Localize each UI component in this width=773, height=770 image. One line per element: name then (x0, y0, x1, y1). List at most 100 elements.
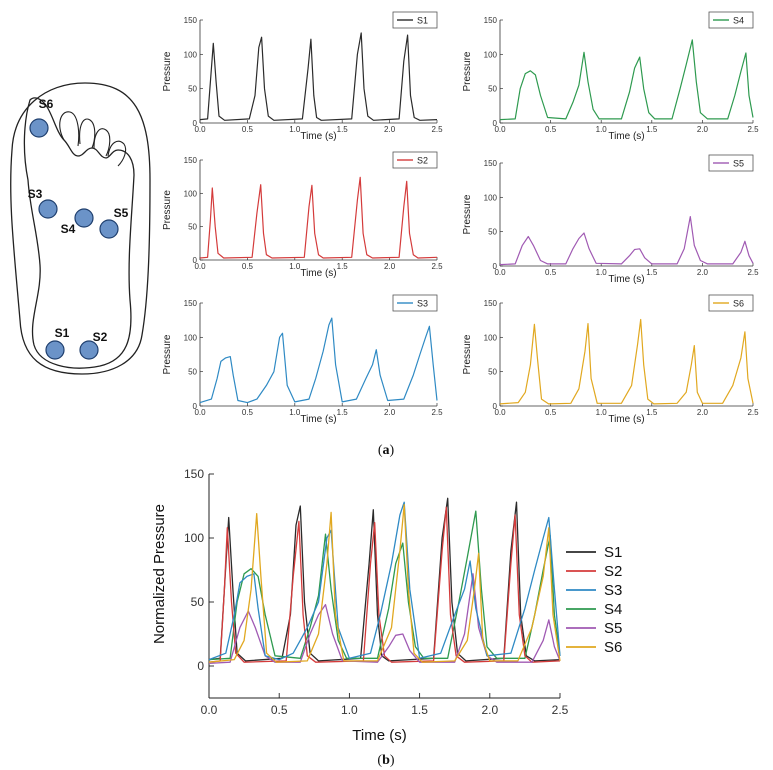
legend-box (708, 294, 754, 312)
panel-s4: 0 50 100 150 0.0 0.5 1.0 1.5 2.0 2.5 Time (s) Press… (462, 11, 759, 142)
toe-outline (79, 118, 96, 149)
y-tick-label: 50 (188, 223, 197, 232)
legend-label-s3: S3 (604, 582, 622, 599)
y-tick-label: 100 (484, 50, 498, 59)
y-tick-label: 50 (188, 368, 197, 377)
sensor-s4-label: S4 (61, 222, 76, 236)
x-tick-label: 2.0 (697, 125, 709, 134)
foot-inner-outline (23, 97, 135, 369)
x-tick-label: 1.0 (596, 268, 608, 277)
y-tick-label: 100 (484, 333, 498, 342)
x-tick-label: 2.5 (747, 125, 759, 134)
panel-s2: 0 50 100 150 0.0 0.5 1.0 1.5 2.0 2.5 Time (s) Press… (162, 151, 443, 279)
panel-s6: 0 50 100 150 0.0 0.5 1.0 1.5 2.0 2.5 Time (s) Press… (462, 294, 759, 425)
sensor-s4-marker (74, 208, 94, 228)
x-tick-label: 0.0 (194, 125, 206, 134)
y-tick-label: 0 (193, 256, 198, 265)
combined-series-line-s3 (208, 501, 561, 661)
sensor-s1-label: S1 (55, 326, 70, 340)
y-axis-label: Normalized Pressure (151, 504, 168, 644)
x-tick-label: 2.5 (431, 408, 443, 417)
legend-box (392, 11, 438, 29)
legend-box (392, 151, 438, 169)
caption-a: (a) (378, 443, 395, 458)
combined-series-line-s5 (208, 573, 561, 665)
sensor-s2-marker (79, 340, 99, 360)
x-tick-label: 1.0 (289, 262, 301, 271)
x-tick-label: 0.0 (201, 703, 218, 717)
x-tick-label: 1.5 (411, 703, 428, 717)
x-tick-label: 1.5 (337, 262, 349, 271)
x-axis-label: Time (s) (608, 274, 644, 285)
series-line-s6 (499, 318, 754, 405)
x-tick-label: 0.5 (242, 125, 254, 134)
x-tick-label: 0.5 (545, 125, 557, 134)
series-line-s1 (199, 32, 438, 121)
series-line-s5 (499, 216, 754, 266)
x-tick-label: 0.5 (242, 408, 254, 417)
x-tick-label: 0.0 (494, 408, 506, 417)
x-tick-label: 1.5 (646, 408, 658, 417)
x-axis-label: Time (s) (352, 727, 406, 744)
y-tick-label: 0 (197, 659, 204, 673)
sensor-s6-marker (29, 118, 49, 138)
y-tick-label: 50 (488, 85, 497, 94)
sensor-s5-marker (99, 219, 119, 239)
y-axis-label: Pressure (462, 51, 473, 91)
y-tick-label: 50 (488, 228, 497, 237)
y-axis-label: Pressure (162, 334, 173, 374)
sensor-s2-label: S2 (93, 330, 108, 344)
legend-box (708, 154, 754, 172)
sensor-s5-label: S5 (114, 206, 129, 220)
caption-b: (b) (377, 753, 394, 768)
y-tick-label: 150 (184, 467, 204, 481)
y-axis-label: Pressure (462, 194, 473, 234)
x-tick-label: 2.0 (481, 703, 498, 717)
y-axis-label: Pressure (462, 334, 473, 374)
x-tick-label: 2.0 (384, 408, 396, 417)
foot-diagram: S6 S3 S4 S5 S1 S2 (10, 82, 151, 375)
legend-label-s5: S5 (604, 620, 622, 637)
x-tick-label: 2.5 (431, 262, 443, 271)
series-line-s4 (499, 39, 754, 121)
x-tick-label: 0.0 (494, 125, 506, 134)
x-tick-label: 1.5 (646, 268, 658, 277)
y-tick-label: 50 (188, 85, 197, 94)
panel-s3: 0 50 100 150 0.0 0.5 1.0 1.5 2.0 2.5 Time (s) Press… (162, 294, 443, 425)
legend-label: S3 (417, 299, 428, 309)
legend-label: S4 (733, 16, 744, 26)
toe-outline (93, 128, 111, 157)
x-tick-label: 2.5 (552, 703, 569, 717)
x-tick-label: 0.0 (494, 268, 506, 277)
y-tick-label: 100 (184, 50, 198, 59)
x-tick-label: 1.0 (341, 703, 358, 717)
y-axis-label: Pressure (162, 190, 173, 230)
legend-label-s2: S2 (604, 563, 622, 580)
x-tick-label: 1.0 (289, 125, 301, 134)
x-tick-label: 1.0 (596, 125, 608, 134)
x-tick-label: 0.0 (194, 408, 206, 417)
x-tick-label: 0.5 (271, 703, 288, 717)
x-tick-label: 1.0 (596, 408, 608, 417)
x-tick-label: 2.5 (431, 125, 443, 134)
y-tick-label: 0 (493, 119, 498, 128)
x-axis-label: Time (s) (608, 414, 644, 425)
toe-outline (59, 111, 80, 147)
y-tick-label: 150 (184, 156, 198, 165)
panel-s1: 0 50 100 150 0.0 0.5 1.0 1.5 2.0 2.5 Time (s) Press… (162, 11, 443, 142)
y-tick-label: 150 (484, 299, 498, 308)
x-axis-label: Time (s) (300, 268, 336, 279)
legend-label-s6: S6 (604, 639, 622, 656)
legend-label: S2 (417, 156, 428, 166)
x-tick-label: 2.0 (384, 125, 396, 134)
y-tick-label: 100 (484, 193, 498, 202)
x-tick-label: 1.5 (337, 125, 349, 134)
y-tick-label: 50 (191, 595, 205, 609)
combined-series-line-s1 (208, 497, 561, 662)
y-tick-label: 100 (184, 531, 204, 545)
x-tick-label: 2.0 (697, 268, 709, 277)
x-tick-label: 1.5 (646, 125, 658, 134)
legend-label-s4: S4 (604, 601, 622, 618)
combined-chart: 0 50 100 150 0.0 0.5 1.0 1.5 2.0 2.5 Time (s) Norma… (151, 467, 622, 744)
